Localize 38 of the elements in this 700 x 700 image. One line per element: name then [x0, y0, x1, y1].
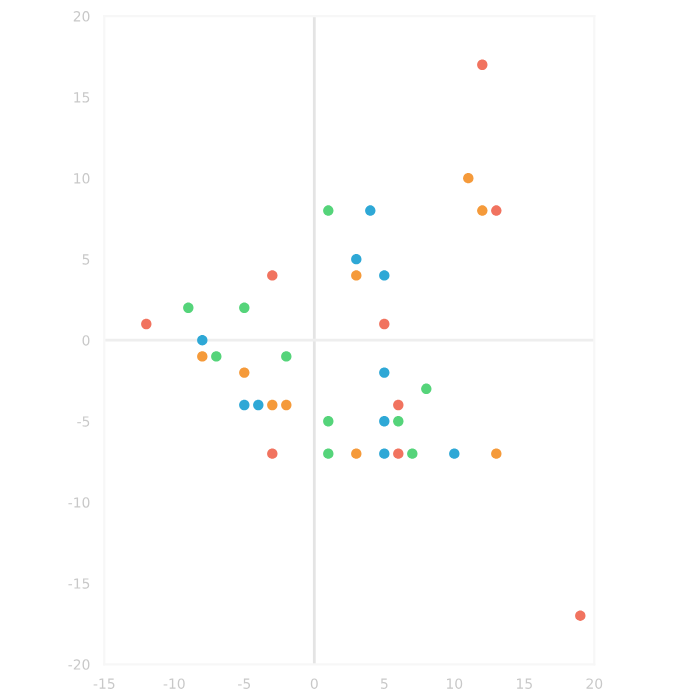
point [281, 351, 292, 362]
point [323, 205, 334, 216]
point [393, 448, 404, 459]
point [491, 448, 502, 459]
point [211, 351, 222, 362]
point [421, 383, 432, 395]
point [491, 205, 502, 216]
point [393, 416, 404, 427]
point [239, 399, 250, 411]
point [239, 302, 250, 313]
point [379, 270, 390, 281]
point [351, 270, 362, 281]
point [575, 610, 586, 621]
point [267, 448, 278, 459]
point [365, 205, 376, 216]
point [477, 59, 488, 70]
point [141, 318, 152, 330]
point [379, 416, 390, 427]
point [379, 318, 390, 330]
point [379, 367, 390, 378]
point [253, 399, 264, 411]
point [197, 351, 208, 362]
point [351, 448, 362, 459]
point [351, 253, 362, 265]
point [323, 448, 334, 459]
point [449, 448, 460, 459]
point [477, 205, 488, 216]
point [183, 302, 194, 313]
point [267, 399, 278, 411]
point [197, 335, 208, 346]
point [407, 448, 418, 459]
point [379, 448, 390, 459]
point [393, 399, 404, 411]
point [281, 399, 292, 411]
point [239, 367, 250, 378]
point [323, 416, 334, 427]
point [267, 270, 278, 281]
point [463, 172, 474, 184]
